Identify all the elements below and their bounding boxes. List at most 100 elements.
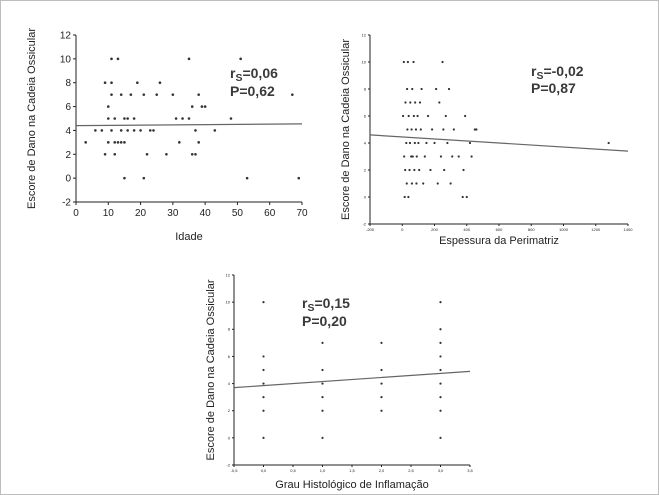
data-point <box>262 396 265 399</box>
y-tick-label: 0 <box>364 194 367 199</box>
data-point <box>439 355 442 358</box>
data-point <box>436 182 439 185</box>
data-point <box>123 117 126 120</box>
x-axis-label: Espessura da Perimatriz <box>439 235 559 247</box>
data-point <box>84 141 87 144</box>
data-point <box>245 176 249 180</box>
data-point <box>103 81 107 85</box>
data-point <box>132 117 136 120</box>
data-point <box>145 152 149 156</box>
data-point <box>435 87 438 91</box>
y-tick-label: 4 <box>65 126 71 137</box>
data-point <box>439 341 442 344</box>
rs-value: =-0,02 <box>543 63 583 79</box>
data-point <box>291 93 294 96</box>
x-tick-label: 0,0 <box>261 468 267 473</box>
data-point <box>113 117 117 120</box>
data-point <box>416 114 419 118</box>
data-point <box>123 176 126 180</box>
data-point <box>407 195 410 199</box>
data-point <box>439 328 442 331</box>
y-tick-label: 12 <box>362 32 367 37</box>
data-point <box>403 155 406 158</box>
data-point <box>439 155 443 158</box>
x-tick-label: 0,5 <box>290 468 296 473</box>
data-point <box>321 368 324 372</box>
data-point <box>181 117 184 120</box>
data-point <box>401 114 405 118</box>
data-point <box>415 155 418 158</box>
y-tick-label: 0 <box>65 174 71 185</box>
y-axis-label: Escore de Dano na Cadeia Ossicular <box>26 28 38 209</box>
data-point <box>132 129 136 132</box>
data-point <box>410 128 413 131</box>
data-point <box>113 152 117 156</box>
data-point <box>139 129 142 132</box>
data-point <box>110 57 113 61</box>
x-tick-label: 0 <box>401 227 404 232</box>
p-value-label: P=0,62 <box>230 83 275 99</box>
data-point <box>119 129 123 132</box>
data-point <box>405 141 408 145</box>
y-tick-label: 8 <box>228 327 231 332</box>
data-point <box>155 93 159 96</box>
data-point <box>409 101 412 104</box>
data-point <box>321 396 324 399</box>
data-point <box>126 117 129 120</box>
rs-prefix: r <box>531 63 537 79</box>
y-tick-label: 12 <box>60 31 72 42</box>
data-point <box>446 141 449 145</box>
data-point <box>465 195 468 199</box>
data-point <box>425 141 428 145</box>
data-point <box>106 117 110 120</box>
y-tick-label: 6 <box>364 113 367 118</box>
data-point <box>468 141 472 145</box>
data-point <box>190 105 194 108</box>
data-point <box>462 168 465 172</box>
data-point <box>412 114 415 118</box>
data-point <box>262 436 265 439</box>
data-point <box>442 128 445 131</box>
data-point <box>190 152 194 156</box>
data-point <box>408 141 412 145</box>
y-tick-label: 4 <box>364 140 367 145</box>
data-point <box>422 182 425 185</box>
data-point <box>165 152 168 156</box>
spearman-rs-label: rS=0,15 <box>302 295 350 314</box>
data-point <box>418 168 421 172</box>
data-point <box>110 129 113 132</box>
data-point <box>412 60 415 64</box>
data-point <box>200 105 204 108</box>
data-point <box>406 60 409 64</box>
data-point <box>449 182 452 185</box>
x-tick-label: 1,0 <box>320 468 326 473</box>
x-tick-label: 1,5 <box>349 468 355 473</box>
data-point <box>414 128 418 131</box>
data-point <box>380 409 383 412</box>
data-point <box>380 368 383 372</box>
data-point <box>457 155 460 158</box>
data-point <box>110 81 113 85</box>
data-point <box>100 129 104 132</box>
chart-2: -2 0 2 4 6 8 10 12 -0,5 0,0 0,5 1,0 1,5 2,0 2,5 3,0 3,5 E… <box>205 272 474 491</box>
data-point <box>106 105 110 108</box>
data-point <box>414 101 417 104</box>
data-point <box>262 368 265 372</box>
data-point <box>475 128 478 131</box>
spearman-rs-label: rS=-0,02 <box>531 63 584 82</box>
data-point <box>113 141 117 144</box>
data-point <box>380 396 383 399</box>
x-tick-label: 70 <box>296 208 308 219</box>
y-tick-label: 2 <box>228 408 231 413</box>
rs-subscript: S <box>536 70 543 82</box>
p-value-label: P=0,87 <box>531 80 576 96</box>
data-point <box>429 168 432 172</box>
data-point <box>239 57 242 61</box>
p-value-label: P=0,20 <box>302 313 347 329</box>
data-point <box>103 152 107 156</box>
data-point <box>321 436 324 439</box>
data-point <box>116 57 120 61</box>
data-point <box>171 93 175 96</box>
x-tick-label: 2,5 <box>408 468 414 473</box>
